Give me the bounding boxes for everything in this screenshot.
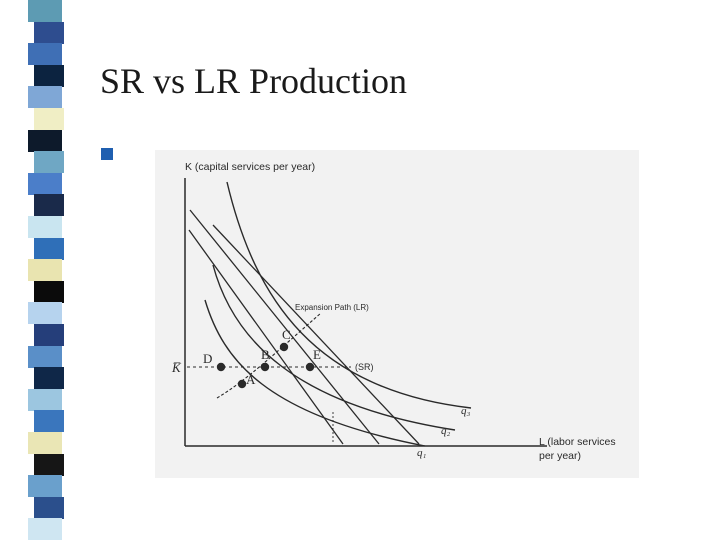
stripe-block [28,0,62,23]
point-d [216,362,226,372]
isoquant-q3-label: q₃ [461,405,471,417]
isocost-line-1 [188,229,344,445]
production-diagram: K (capital services per year) L (labor s… [155,150,639,478]
stripe-block [28,345,62,368]
stripe-block [28,432,62,455]
x-axis-label-line2: per year) [539,450,581,462]
stripe-block [28,475,62,498]
point-e [305,362,315,372]
kbar-label: K̅ [171,360,182,375]
stripe-block [34,367,64,390]
expansion-path-label: Expansion Path (LR) [295,303,369,312]
stripe-block [28,43,62,66]
stripe-block [28,216,62,239]
isoquant-q1 [204,299,426,447]
stripe-block [34,108,64,131]
point-c [279,342,289,352]
decorative-stripe [28,0,68,540]
point-b-label: B [261,347,270,362]
bullet-square-icon [101,148,113,160]
isocost-line-2 [189,209,380,445]
isoquant-q2-label: q₂ [441,425,451,437]
stripe-block [28,86,62,109]
stripe-block [34,496,64,519]
stripe-block [34,410,64,433]
slide-title: SR vs LR Production [100,61,408,101]
point-b [260,362,270,372]
isoquant-q3 [226,181,472,409]
point-e-label: E [313,347,321,362]
y-axis-label: K (capital services per year) [185,161,315,173]
stripe-block [34,237,64,260]
stripe-block [28,518,62,540]
stripe-block [28,259,62,282]
stripe-block [34,151,64,174]
diagram-svg: K (capital services per year) L (labor s… [171,161,616,462]
stripe-block [34,64,64,87]
point-c-label: C [282,327,291,342]
stripe-block [34,194,64,217]
stripe-block [28,388,62,411]
stripe-block [34,453,64,476]
point-d-label: D [203,351,212,366]
isocost-line-3 [212,224,420,445]
stripe-block [34,21,64,44]
stripe-block [28,302,62,325]
isoquant-q1-label: q₁ [417,447,427,459]
stripe-block [34,324,64,347]
point-a [237,379,247,389]
stripe-block [28,172,62,195]
isoquant-q2 [212,264,456,431]
short-run-label: (SR) [355,362,374,372]
stripe-block [34,280,64,303]
point-a-label: A [246,372,256,387]
x-axis-label-line1: L (labor services [539,436,616,448]
stripe-block [28,129,62,152]
